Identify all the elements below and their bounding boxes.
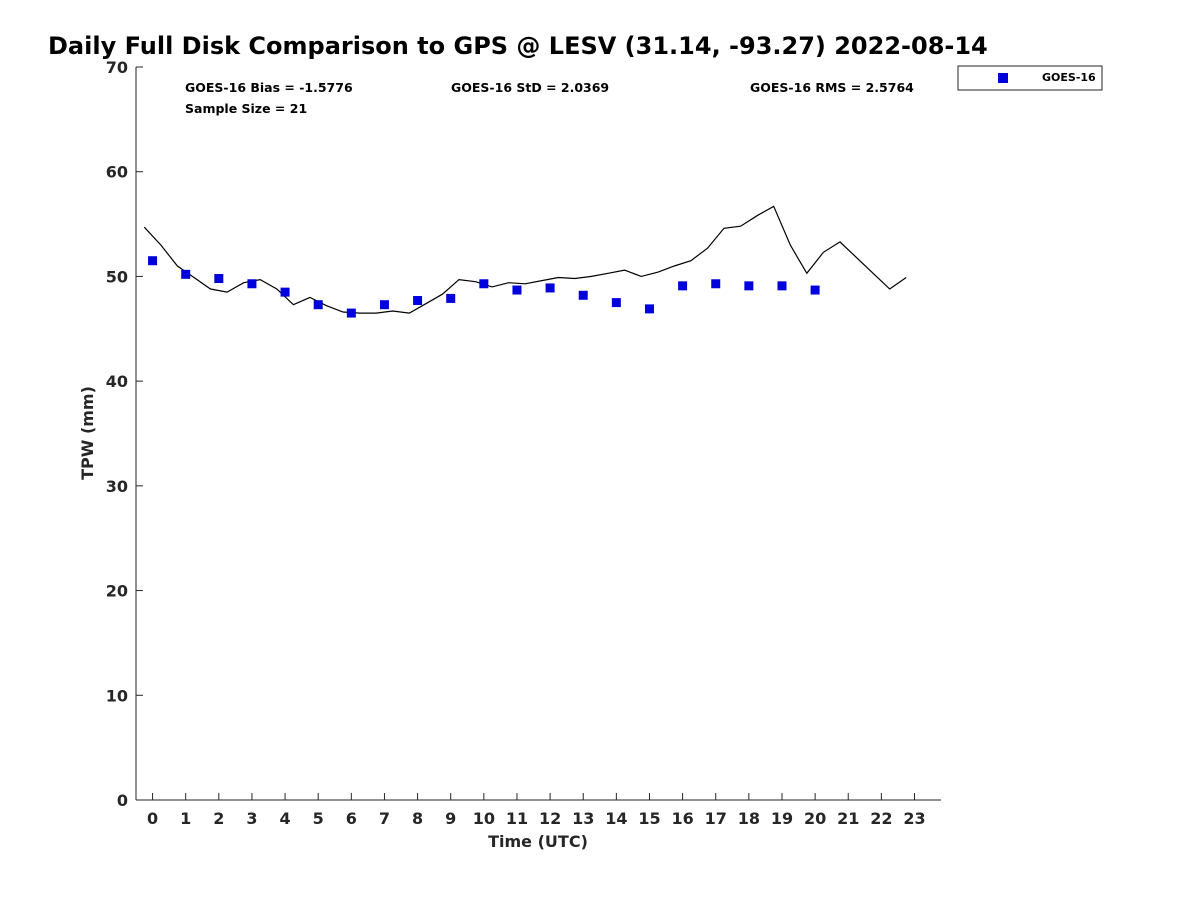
gps-line <box>143 205 907 314</box>
x-tick-label: 8 <box>412 809 423 828</box>
goes16-point <box>644 304 654 314</box>
goes16-point <box>181 269 191 279</box>
y-tick-label: 70 <box>106 58 128 77</box>
x-tick-label: 3 <box>246 809 257 828</box>
x-tick-label: 9 <box>445 809 456 828</box>
x-tick-label: 11 <box>506 809 528 828</box>
y-tick-label: 30 <box>106 477 128 496</box>
goes16-point <box>810 285 820 295</box>
goes16-point <box>545 283 555 293</box>
x-tick-label: 1 <box>180 809 191 828</box>
gps-series <box>143 205 907 314</box>
y-tick-label: 50 <box>106 267 128 286</box>
x-tick-label: 2 <box>213 809 224 828</box>
sample-size-stat: Sample Size = 21 <box>185 101 307 116</box>
goes16-point <box>214 274 224 284</box>
x-tick-label: 22 <box>870 809 892 828</box>
y-axis-label: TPW (mm) <box>78 386 97 480</box>
x-tick-label: 17 <box>705 809 727 828</box>
goes16-point <box>148 256 158 266</box>
x-tick-label: 21 <box>837 809 859 828</box>
y-tick-label: 20 <box>106 582 128 601</box>
y-tick-label: 60 <box>106 163 128 182</box>
x-tick-label: 10 <box>473 809 495 828</box>
y-tick-label: 0 <box>117 791 128 810</box>
x-tick-label: 18 <box>738 809 760 828</box>
x-tick-label: 4 <box>280 809 291 828</box>
x-tick-label: 12 <box>539 809 561 828</box>
x-tick-label: 14 <box>605 809 627 828</box>
rms-stat: GOES-16 RMS = 2.5764 <box>750 80 914 95</box>
x-ticks: 0 1 2 3 4 5 6 7 8 9 10 11 12 13 14 15 16 17 18 19 20 21 22 23 <box>147 793 926 828</box>
y-tick-label: 10 <box>106 686 128 705</box>
x-axis-label: Time (UTC) <box>488 832 588 851</box>
x-tick-label: 23 <box>903 809 925 828</box>
std-stat: GOES-16 StD = 2.0369 <box>451 80 609 95</box>
x-tick-label: 5 <box>313 809 324 828</box>
x-tick-label: 0 <box>147 809 158 828</box>
legend: GOES-16 <box>957 65 1103 91</box>
goes16-point <box>247 279 257 289</box>
plot-area: 0 1 2 3 4 5 6 7 8 9 10 11 12 13 14 15 16 17 18 19 20 21 22 23 0… <box>106 58 941 828</box>
goes16-point <box>379 300 389 310</box>
x-tick-label: 6 <box>346 809 357 828</box>
goes16-point <box>413 296 423 306</box>
goes16-point <box>346 308 356 318</box>
goes16-point <box>479 279 489 289</box>
y-ticks: 0 10 20 30 40 50 60 70 <box>106 58 143 810</box>
legend-box <box>957 65 1103 91</box>
y-tick-label: 40 <box>106 372 128 391</box>
goes16-point <box>446 293 456 303</box>
x-tick-label: 20 <box>804 809 826 828</box>
goes16-point <box>512 285 522 295</box>
goes16-point <box>678 281 688 291</box>
goes16-point <box>313 300 323 310</box>
goes16-point <box>777 281 787 291</box>
x-tick-label: 19 <box>771 809 793 828</box>
bias-stat: GOES-16 Bias = -1.5776 <box>185 80 353 95</box>
goes16-point <box>611 298 621 308</box>
goes16-point <box>744 281 754 291</box>
goes16-point <box>280 287 290 297</box>
x-tick-label: 16 <box>671 809 693 828</box>
x-tick-label: 13 <box>572 809 594 828</box>
goes16-point <box>711 279 721 289</box>
goes16-series <box>148 256 820 318</box>
x-tick-label: 15 <box>638 809 660 828</box>
goes16-point <box>578 290 588 300</box>
chart-title: Daily Full Disk Comparison to GPS @ LESV… <box>48 32 988 60</box>
legend-label-goes16: GOES-16 <box>1042 71 1096 84</box>
legend-marker-goes16 <box>998 73 1008 83</box>
x-tick-label: 7 <box>379 809 390 828</box>
